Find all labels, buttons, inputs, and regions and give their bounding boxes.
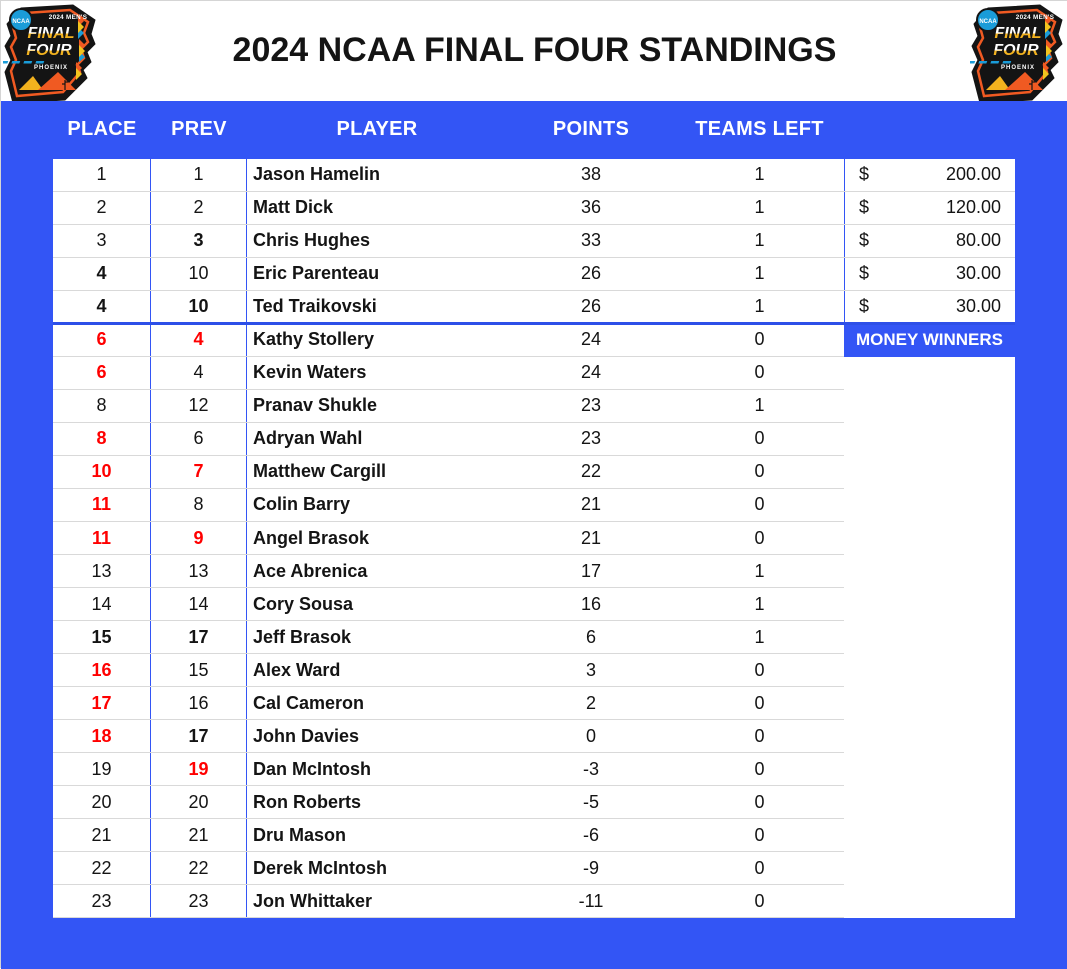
svg-text:FOUR: FOUR (993, 42, 1039, 59)
svg-text:FINAL: FINAL (27, 25, 74, 42)
svg-text:2024 MEN'S: 2024 MEN'S (49, 14, 87, 21)
svg-text:PHOENIX: PHOENIX (1001, 65, 1035, 71)
svg-text:2024 MEN'S: 2024 MEN'S (1016, 14, 1054, 21)
svg-text:PHOENIX: PHOENIX (34, 65, 68, 71)
svg-text:FINAL: FINAL (994, 25, 1041, 42)
svg-text:FOUR: FOUR (26, 42, 72, 59)
